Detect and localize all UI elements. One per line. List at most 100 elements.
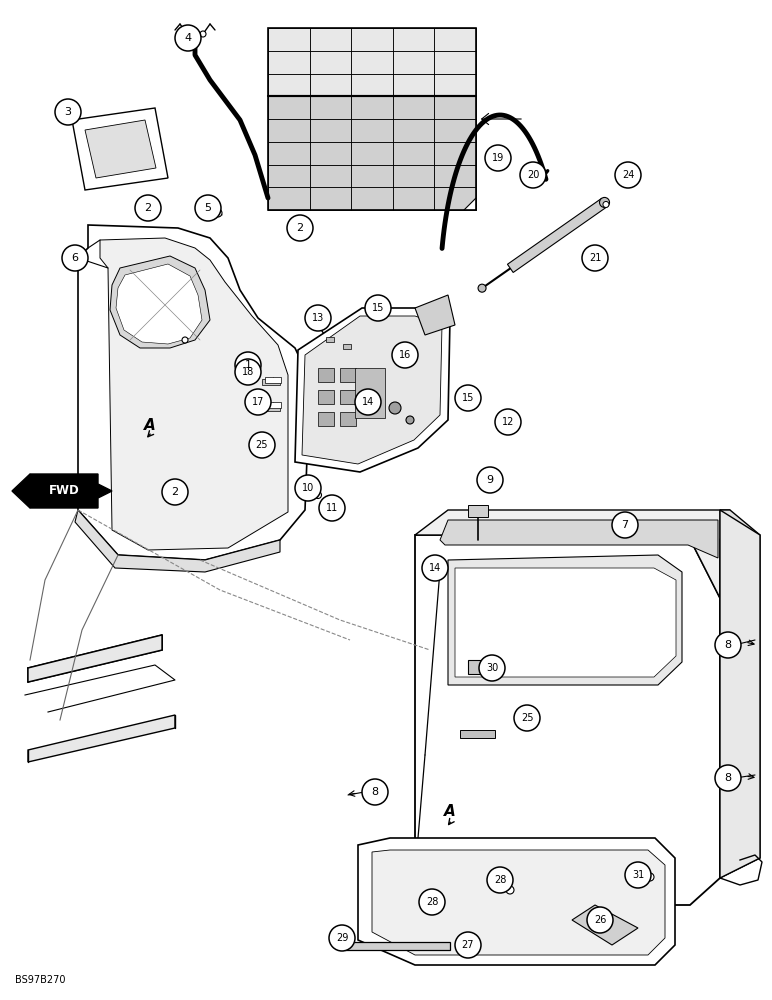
- Circle shape: [625, 862, 651, 888]
- Circle shape: [419, 889, 445, 915]
- Text: 15: 15: [372, 303, 384, 313]
- Polygon shape: [30, 474, 112, 508]
- Circle shape: [195, 195, 221, 221]
- Text: 14: 14: [429, 563, 441, 573]
- Circle shape: [587, 907, 613, 933]
- Polygon shape: [302, 316, 442, 464]
- Circle shape: [478, 284, 486, 292]
- Polygon shape: [415, 510, 730, 598]
- Circle shape: [290, 226, 294, 231]
- Polygon shape: [295, 308, 450, 472]
- Polygon shape: [85, 120, 156, 178]
- Circle shape: [365, 295, 391, 321]
- Circle shape: [235, 352, 261, 378]
- Circle shape: [582, 245, 608, 271]
- Text: 30: 30: [486, 663, 498, 673]
- Bar: [262, 379, 280, 385]
- Circle shape: [62, 245, 88, 271]
- Polygon shape: [72, 108, 168, 190]
- Circle shape: [137, 206, 143, 211]
- Bar: [262, 405, 280, 411]
- Text: 18: 18: [242, 367, 254, 377]
- Text: 29: 29: [336, 933, 348, 943]
- Bar: [268, 28, 476, 210]
- Text: 1: 1: [245, 360, 252, 370]
- Circle shape: [314, 491, 321, 498]
- Circle shape: [164, 489, 170, 494]
- Circle shape: [422, 555, 448, 581]
- Polygon shape: [110, 256, 210, 348]
- Circle shape: [162, 479, 188, 505]
- Text: 24: 24: [621, 170, 634, 180]
- Circle shape: [389, 402, 401, 414]
- Polygon shape: [372, 850, 665, 955]
- Text: 13: 13: [312, 313, 324, 323]
- Text: 6: 6: [72, 253, 79, 263]
- Polygon shape: [116, 264, 202, 344]
- Polygon shape: [415, 848, 450, 892]
- Circle shape: [184, 31, 190, 37]
- Circle shape: [495, 409, 521, 435]
- Circle shape: [214, 209, 222, 217]
- Polygon shape: [455, 568, 676, 677]
- Circle shape: [329, 925, 355, 951]
- Circle shape: [600, 197, 610, 207]
- Text: FWD: FWD: [49, 485, 80, 497]
- Text: 8: 8: [724, 640, 732, 650]
- Text: 27: 27: [462, 940, 474, 950]
- Circle shape: [182, 337, 188, 343]
- Text: 25: 25: [256, 440, 268, 450]
- Text: A: A: [444, 804, 456, 820]
- Text: 26: 26: [594, 915, 606, 925]
- Text: 19: 19: [492, 153, 504, 163]
- Circle shape: [355, 389, 381, 415]
- Circle shape: [245, 389, 271, 415]
- Bar: [340, 368, 356, 382]
- Bar: [343, 344, 351, 349]
- Text: 28: 28: [494, 875, 506, 885]
- Circle shape: [175, 25, 201, 51]
- Circle shape: [615, 162, 641, 188]
- Text: 15: 15: [462, 393, 474, 403]
- Bar: [340, 412, 356, 426]
- Circle shape: [514, 705, 540, 731]
- Bar: [318, 390, 334, 404]
- Circle shape: [487, 867, 513, 893]
- Bar: [326, 337, 334, 342]
- Circle shape: [392, 342, 418, 368]
- Bar: [265, 377, 281, 383]
- Bar: [460, 730, 495, 738]
- Text: 2: 2: [296, 223, 303, 233]
- Text: 7: 7: [621, 520, 628, 530]
- Text: 10: 10: [302, 483, 314, 493]
- Bar: [468, 660, 500, 674]
- Polygon shape: [358, 838, 675, 965]
- Polygon shape: [28, 715, 175, 762]
- Circle shape: [235, 359, 261, 385]
- Circle shape: [295, 475, 321, 501]
- Polygon shape: [100, 238, 288, 550]
- Polygon shape: [28, 635, 162, 682]
- Circle shape: [612, 512, 638, 538]
- Polygon shape: [464, 198, 476, 210]
- Bar: [265, 402, 281, 408]
- Circle shape: [455, 932, 481, 958]
- Text: 2: 2: [171, 487, 178, 497]
- Circle shape: [520, 162, 546, 188]
- Text: 14: 14: [362, 397, 374, 407]
- Circle shape: [333, 502, 337, 508]
- Text: A: A: [144, 418, 156, 432]
- Polygon shape: [415, 295, 455, 335]
- Bar: [268, 96, 476, 210]
- Text: BS97B270: BS97B270: [15, 975, 66, 985]
- Text: 16: 16: [399, 350, 411, 360]
- Circle shape: [455, 385, 481, 411]
- Circle shape: [55, 99, 81, 125]
- Polygon shape: [440, 520, 718, 558]
- Polygon shape: [415, 535, 720, 905]
- Bar: [318, 368, 334, 382]
- Circle shape: [200, 31, 206, 37]
- Polygon shape: [448, 555, 682, 685]
- Bar: [468, 505, 488, 517]
- Text: 9: 9: [486, 475, 493, 485]
